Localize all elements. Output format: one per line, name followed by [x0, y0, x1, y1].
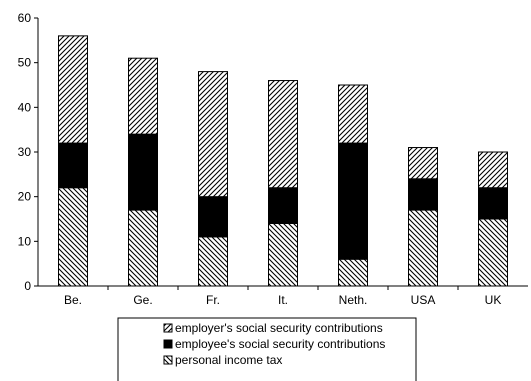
x-tick-label: Neth.: [339, 293, 368, 307]
bar-segment: [268, 222, 298, 287]
legend-entry: employer's social security contributions: [175, 321, 383, 335]
bar-segment: [408, 178, 438, 211]
bar-segment: [198, 236, 228, 287]
y-tick-label: 0: [24, 279, 31, 293]
x-tick-label: Ge.: [133, 293, 152, 307]
x-tick-label: Fr.: [206, 293, 220, 307]
bar-segment: [198, 71, 228, 198]
bar-segment: [478, 218, 508, 287]
y-tick-label: 40: [18, 100, 32, 114]
bar-segment: [478, 187, 508, 220]
x-tick-label: USA: [411, 293, 436, 307]
bar-segment: [198, 196, 228, 238]
y-tick-label: 10: [18, 234, 32, 248]
y-tick-label: 30: [18, 145, 32, 159]
legend-entry: employee's social security contributions: [175, 337, 385, 351]
bar-segment: [128, 209, 158, 287]
bars: [58, 35, 508, 287]
bar-segment: [58, 35, 88, 144]
legend: employer's social security contributions…: [117, 317, 417, 381]
bar-segment: [338, 142, 368, 260]
x-tick-label: Be.: [64, 293, 82, 307]
bar-segment: [268, 187, 298, 224]
bar-segment: [338, 84, 368, 144]
bar-segment: [338, 258, 368, 287]
y-tick-label: 60: [18, 11, 32, 25]
bar-segment: [128, 57, 158, 135]
legend-entry: personal income tax: [175, 353, 282, 367]
bar-segment: [478, 151, 508, 189]
x-tick-labels: Be. Ge. Fr. It. Neth. USA UK: [64, 293, 501, 307]
bar-segment: [58, 142, 88, 189]
x-tick-label: It.: [278, 293, 288, 307]
axes: 0 10 20 30 40 50 60: [18, 11, 528, 293]
y-tick-label: 20: [18, 190, 32, 204]
bar-segment: [128, 133, 158, 211]
bar-segment: [268, 80, 298, 189]
legend-swatch: [163, 355, 173, 365]
y-tick-label: 50: [18, 56, 32, 70]
bar-segment: [58, 187, 88, 287]
legend-swatch: [163, 323, 173, 333]
bar-segment: [408, 209, 438, 287]
x-tick-label: UK: [485, 293, 502, 307]
bar-segment: [408, 147, 438, 180]
legend-swatch: [163, 339, 173, 349]
